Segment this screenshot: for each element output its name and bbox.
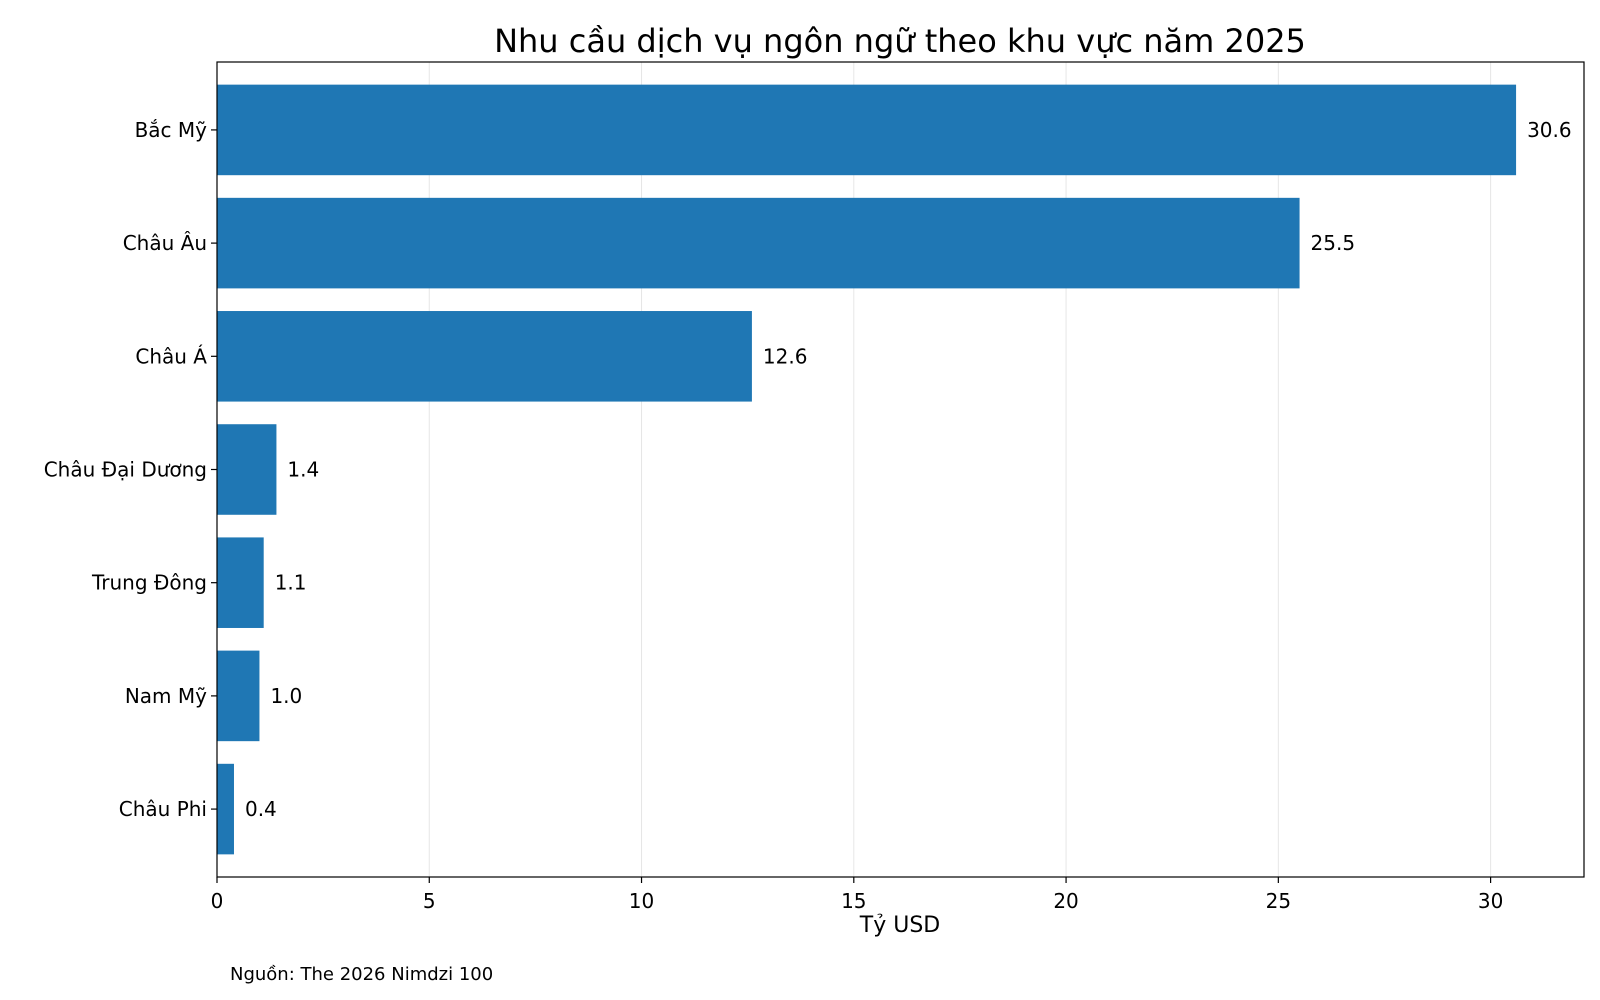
value-label: 1.0 <box>270 684 302 708</box>
y-tick-label: Châu Âu <box>123 231 207 255</box>
value-label: 30.6 <box>1527 118 1572 142</box>
value-label: 25.5 <box>1311 231 1356 255</box>
x-tick-label: 30 <box>1478 889 1503 913</box>
grid-lines <box>216 62 1492 877</box>
data-labels: 30.6 25.5 12.6 1.4 1.1 1.0 0.4 <box>245 118 1572 821</box>
y-axis: Bắc Mỹ Châu Âu Châu Á Châu Đại Dương Trung Đ… <box>44 118 217 821</box>
x-tick-label: 5 <box>423 889 436 913</box>
x-tick-label: 25 <box>1266 889 1291 913</box>
y-tick-label: Châu Đại Dương <box>44 458 207 482</box>
x-axis: 0 5 10 15 20 25 30 <box>211 877 1503 913</box>
value-label: 0.4 <box>245 797 277 821</box>
bar <box>217 763 234 855</box>
value-label: 1.1 <box>275 571 307 595</box>
bar <box>217 197 1300 289</box>
x-tick-label: 15 <box>841 889 866 913</box>
bar <box>217 84 1517 176</box>
y-tick-label: Nam Mỹ <box>125 684 207 708</box>
x-tick-label: 0 <box>211 889 224 913</box>
value-label: 12.6 <box>763 344 808 368</box>
x-tick-label: 10 <box>629 889 654 913</box>
y-tick-label: Châu Á <box>135 344 207 368</box>
plot-frame <box>216 61 1585 878</box>
y-tick-label: Bắc Mỹ <box>135 118 208 142</box>
chart-title: Nhu cầu dịch vụ ngôn ngữ theo khu vực nă… <box>494 22 1306 60</box>
x-axis-title: Tỷ USD <box>859 913 940 938</box>
bar <box>217 311 752 402</box>
value-label: 1.4 <box>287 458 319 482</box>
x-tick-label: 20 <box>1053 889 1078 913</box>
bar <box>217 650 260 742</box>
y-tick-label: Trung Đông <box>91 571 207 595</box>
y-tick-label: Châu Phi <box>119 797 207 821</box>
bars <box>217 84 1517 855</box>
source-note: Nguồn: The 2026 Nimdzi 100 <box>230 964 494 985</box>
bar <box>217 424 277 515</box>
bar <box>217 537 264 628</box>
